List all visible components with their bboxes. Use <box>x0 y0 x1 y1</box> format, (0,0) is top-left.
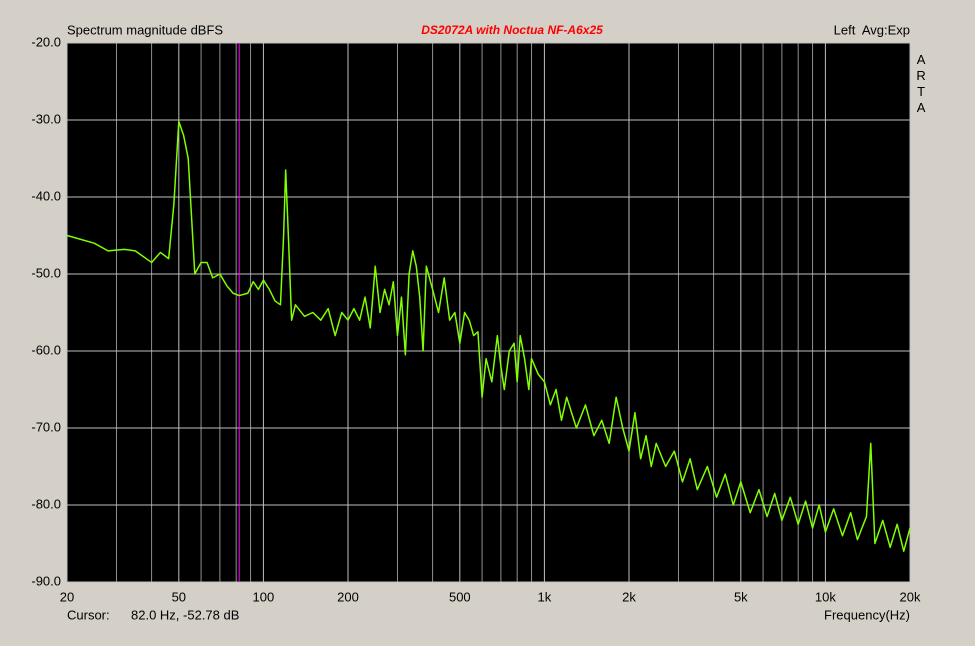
chart-title: DS2072A with Noctua NF-A6x25 <box>421 23 603 37</box>
brand: ARTA <box>914 52 929 116</box>
y-tick-label: -60.0 <box>31 342 61 357</box>
y-tick-label: -40.0 <box>31 188 61 203</box>
x-tick-label: 5k <box>734 589 748 604</box>
x-tick-label: 100 <box>253 589 275 604</box>
x-tick-label: 2k <box>622 589 636 604</box>
y-tick-label: -80.0 <box>31 496 61 511</box>
x-tick-label: 500 <box>449 589 471 604</box>
status: Left Avg:Exp <box>834 22 910 37</box>
plot-area <box>67 43 910 582</box>
x-tick-label: 200 <box>337 589 359 604</box>
x-axis-title: Frequency(Hz) <box>824 607 910 622</box>
y-tick-label: -90.0 <box>31 573 61 588</box>
spectrum-line <box>66 120 911 552</box>
y-axis-title: Spectrum magnitude dBFS <box>67 22 223 37</box>
y-tick-label: -50.0 <box>31 265 61 280</box>
x-tick-label: 20 <box>60 589 74 604</box>
x-tick-label: 20k <box>900 589 921 604</box>
cursor-readout: 82.0 Hz, -52.78 dB <box>131 607 239 622</box>
x-tick-label: 10k <box>815 589 836 604</box>
cursor-label: Cursor: <box>67 607 110 622</box>
x-tick-label: 1k <box>538 589 552 604</box>
y-tick-label: -30.0 <box>31 111 61 126</box>
y-tick-label: -70.0 <box>31 419 61 434</box>
x-tick-label: 50 <box>172 589 186 604</box>
y-tick-label: -20.0 <box>31 34 61 49</box>
